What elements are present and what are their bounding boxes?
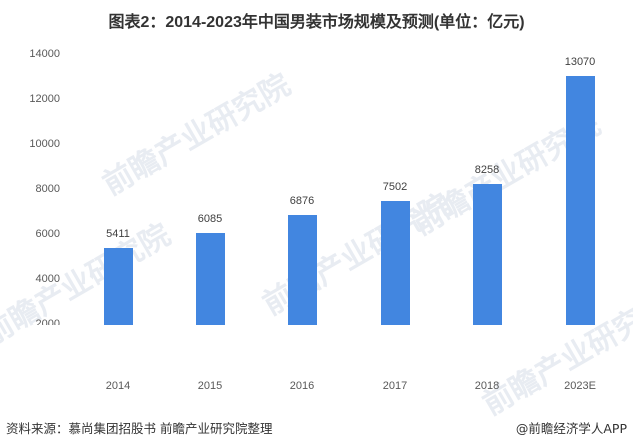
chart-title: 图表2：2014-2023年中国男装市场规模及预测(单位：亿元) <box>108 14 525 31</box>
bar-2016 <box>287 215 317 325</box>
source-note: 资料来源：慕尚集团招股书 前瞻产业研究院整理 <box>6 421 273 436</box>
y-tick: 6000 <box>35 228 60 240</box>
bar-2023e <box>565 75 595 325</box>
y-tick: 2000 <box>35 318 60 325</box>
x-tick: 2016 <box>289 380 315 392</box>
bar-2017 <box>380 201 410 325</box>
data-label: 13070 <box>564 55 596 68</box>
bar-2014 <box>103 248 133 325</box>
credit-note: @前瞻经济学人APP <box>515 421 627 436</box>
y-tick: 8000 <box>35 183 60 195</box>
y-tick: 4000 <box>35 273 60 285</box>
x-tick: 2017 <box>382 380 408 392</box>
bar-2015 <box>195 233 225 325</box>
x-tick: 2015 <box>197 380 223 392</box>
data-label: 8258 <box>474 164 500 177</box>
data-label: 5411 <box>106 228 130 241</box>
data-label: 6876 <box>289 195 315 208</box>
data-label: 6085 <box>197 213 223 226</box>
x-tick: 2023E <box>564 380 596 392</box>
x-tick: 2014 <box>105 380 131 392</box>
plot-area: 14000 12000 10000 8000 6000 4000 2000 54… <box>29 48 596 325</box>
y-tick: 10000 <box>29 138 60 150</box>
y-tick: 14000 <box>29 48 60 60</box>
bar-2018 <box>472 184 502 325</box>
data-label: 7502 <box>382 181 408 194</box>
x-tick: 2018 <box>474 380 500 392</box>
y-tick: 12000 <box>29 93 60 105</box>
